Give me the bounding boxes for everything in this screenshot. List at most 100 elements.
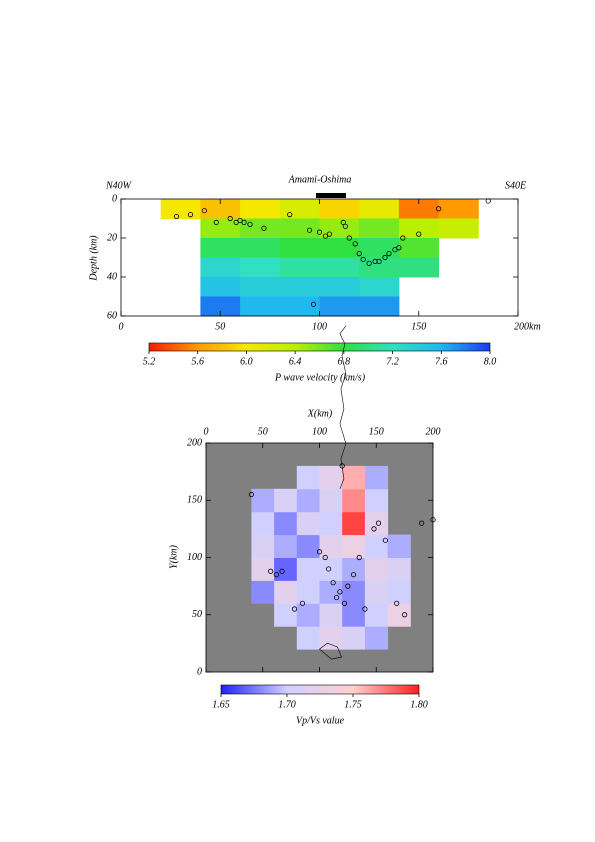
hypocenter — [287, 212, 293, 218]
grid-cell — [364, 626, 389, 650]
grid-cell — [240, 277, 281, 297]
hypocenter — [339, 463, 345, 469]
y-axis-title: Y(km) — [168, 544, 179, 569]
x-tick-label: 100 — [312, 426, 327, 437]
grid-cell — [251, 534, 275, 558]
hypocenter — [345, 583, 351, 589]
grid-cell — [359, 257, 400, 278]
grid-cell — [359, 238, 400, 258]
hypocenter — [376, 258, 382, 264]
grid-cell — [342, 603, 366, 627]
hypocenter — [316, 549, 323, 555]
x-tick-label: 50 — [215, 321, 225, 332]
colorbar-tick-label: 6.4 — [289, 356, 302, 367]
colorbar-tick-label: 6.8 — [338, 356, 351, 367]
grid-cell — [279, 257, 320, 278]
hypocenter — [330, 580, 336, 586]
y-tick-label: 40 — [107, 271, 117, 282]
grid-cell — [274, 557, 298, 581]
grid-cell — [160, 199, 201, 219]
hypocenter — [273, 572, 279, 578]
x-tick-label: 100 — [312, 321, 327, 332]
island-marker — [316, 193, 346, 198]
colorbar — [148, 342, 491, 352]
grid-cell — [251, 580, 275, 604]
colorbar-tick-label: 5.6 — [191, 356, 204, 367]
hypocenter — [340, 219, 346, 225]
grid-cell — [279, 218, 320, 239]
colorbar-tick-label: 1.65 — [212, 699, 230, 710]
hypocenter — [392, 247, 398, 253]
hypocenter — [352, 241, 358, 247]
grid-cell — [296, 626, 320, 650]
x-tick-label: 150 — [411, 321, 426, 332]
grid-cell — [296, 465, 320, 490]
y-tick-label: 150 — [187, 495, 202, 506]
grid-cell — [398, 257, 440, 278]
y-tick-label: 20 — [107, 232, 117, 243]
hypocenter — [310, 301, 317, 307]
grid-cell — [296, 557, 320, 581]
hypocenter — [227, 215, 233, 222]
hypocenter — [416, 231, 422, 237]
hypocenter — [382, 537, 388, 543]
grid-cell — [342, 488, 366, 513]
grid-cell — [438, 218, 479, 239]
grid-cell — [251, 511, 275, 536]
grid-cell — [387, 580, 411, 604]
hypocenter — [341, 600, 348, 606]
colorbar — [220, 684, 420, 695]
x-tick-label: 200 — [426, 426, 441, 437]
grid-cell — [200, 296, 241, 317]
grid-cell — [364, 534, 389, 558]
grid-cell — [274, 603, 298, 627]
hypocenter — [394, 600, 400, 606]
y-tick-label: 200 — [187, 437, 202, 448]
grid-cell — [359, 199, 400, 219]
colorbar-tick-label: 1.80 — [410, 699, 428, 710]
hypocenter — [241, 219, 247, 225]
x-axis-title: X(km) — [307, 408, 333, 419]
grid-cell — [240, 257, 281, 278]
grid-cell — [296, 534, 320, 558]
y-tick-label: 0 — [197, 666, 202, 677]
colorbar-tick-label: 8.0 — [484, 356, 497, 367]
grid-cell — [387, 603, 411, 627]
hypocenter — [362, 606, 368, 612]
grid-cell — [251, 557, 275, 581]
grid-cell — [319, 465, 343, 490]
hypocenter — [213, 219, 219, 225]
grid-cell — [359, 277, 400, 297]
right-direction: S40E — [505, 180, 526, 191]
hypocenter — [237, 217, 243, 224]
grid-cell — [319, 534, 343, 558]
y-axis-title: Depth (km) — [88, 235, 99, 282]
grid-cell — [240, 199, 281, 219]
hypocenter — [201, 208, 207, 214]
hypocenter — [322, 554, 328, 561]
y-tick-label: 60 — [107, 310, 117, 321]
grid-cell — [319, 277, 360, 297]
grid-cell — [319, 603, 343, 627]
grid-cell — [319, 511, 343, 536]
hypocenter — [402, 612, 408, 618]
section-title: Amami-Oshima — [288, 174, 352, 185]
x-tick-label: 0 — [119, 321, 124, 332]
grid-cell — [274, 488, 298, 513]
hypocenter — [291, 606, 298, 612]
y-tick-label: 50 — [192, 609, 202, 620]
grid-cell — [342, 626, 366, 650]
grid-cell — [240, 296, 281, 317]
colorbar-tick-label: 5.2 — [143, 356, 156, 367]
grid-cell — [398, 199, 440, 219]
grid-cell — [251, 488, 275, 513]
hypocenter — [386, 251, 392, 257]
colorbar-tick-label: 7.6 — [435, 356, 448, 367]
colorbar-tick-label: 6.0 — [240, 356, 253, 367]
grid-cell — [279, 199, 320, 219]
grid-cell — [279, 296, 320, 317]
y-tick-label: 0 — [112, 193, 117, 204]
grid-cell — [364, 488, 389, 513]
colorbar-tick-label: 1.70 — [278, 699, 296, 710]
